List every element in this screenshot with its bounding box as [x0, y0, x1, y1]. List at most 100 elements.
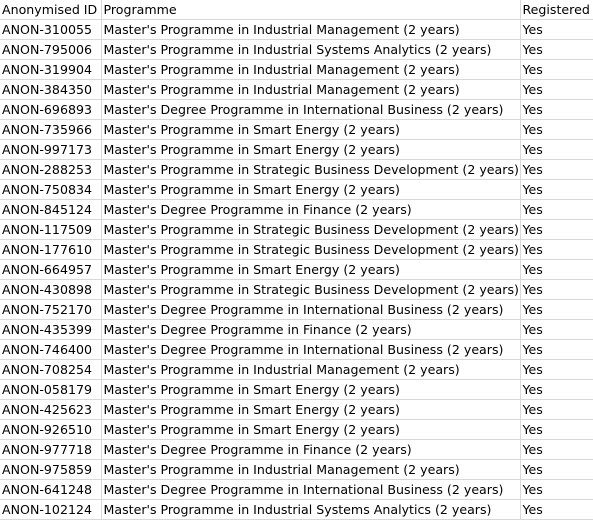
cell-id[interactable]: ANON-177610 [0, 239, 102, 260]
cell-programme[interactable]: Master's Programme in Industrial Managem… [101, 19, 521, 40]
cell-registered[interactable]: Yes [520, 379, 593, 400]
table-row: ANON-997173 Master's Programme in Smart E… [0, 139, 593, 160]
cell-registered[interactable]: Yes [520, 459, 593, 480]
cell-registered[interactable]: Yes [520, 159, 593, 180]
cell-registered[interactable]: Yes [520, 499, 593, 520]
cell-registered[interactable]: Yes [520, 439, 593, 460]
cell-id[interactable]: ANON-058179 [0, 379, 102, 400]
cell-id[interactable]: ANON-435399 [0, 319, 102, 340]
cell-programme[interactable]: Master's Programme in Strategic Business… [101, 219, 521, 240]
cell-programme[interactable]: Master's Programme in Smart Energy (2 ye… [101, 259, 521, 280]
table-row: ANON-425623 Master's Programme in Smart E… [0, 399, 593, 420]
table-row: ANON-735966 Master's Programme in Smart E… [0, 119, 593, 140]
cell-id[interactable]: ANON-641248 [0, 479, 102, 500]
cell-id[interactable]: ANON-746400 [0, 339, 102, 360]
table-row: ANON-117509 Master's Programme in Strateg… [0, 219, 593, 240]
cell-registered[interactable]: Yes [520, 339, 593, 360]
cell-id[interactable]: ANON-384350 [0, 79, 102, 100]
cell-programme[interactable]: Master's Programme in Industrial Managem… [101, 79, 521, 100]
cell-id[interactable]: ANON-708254 [0, 359, 102, 380]
table-row: ANON-977718 Master's Degree Programme in … [0, 439, 593, 460]
cell-id[interactable]: ANON-977718 [0, 439, 102, 460]
cell-programme[interactable]: Master's Degree Programme in Finance (2 … [101, 199, 521, 220]
cell-registered[interactable]: Yes [520, 39, 593, 60]
table-row: ANON-102124 Master's Programme in Industr… [0, 499, 593, 520]
cell-programme[interactable]: Master's Programme in Industrial Managem… [101, 459, 521, 480]
cell-registered[interactable]: Yes [520, 99, 593, 120]
table-row: ANON-708254 Master's Programme in Industr… [0, 359, 593, 380]
column-header-registered[interactable]: Registered [520, 0, 593, 20]
cell-id[interactable]: ANON-926510 [0, 419, 102, 440]
table-row: ANON-430898 Master's Programme in Strateg… [0, 279, 593, 300]
cell-registered[interactable]: Yes [520, 79, 593, 100]
cell-id[interactable]: ANON-310055 [0, 19, 102, 40]
cell-programme[interactable]: Master's Degree Programme in Internation… [101, 479, 521, 500]
table-row: ANON-058179 Master's Programme in Smart E… [0, 379, 593, 400]
cell-id[interactable]: ANON-288253 [0, 159, 102, 180]
cell-registered[interactable]: Yes [520, 399, 593, 420]
column-header-programme[interactable]: Programme [101, 0, 521, 20]
cell-id[interactable]: ANON-752170 [0, 299, 102, 320]
column-header-id[interactable]: Anonymised ID [0, 0, 102, 20]
table-row: ANON-319904 Master's Programme in Industr… [0, 59, 593, 80]
table-row: ANON-746400 Master's Degree Programme in … [0, 339, 593, 360]
cell-registered[interactable]: Yes [520, 319, 593, 340]
cell-id[interactable]: ANON-664957 [0, 259, 102, 280]
cell-id[interactable]: ANON-425623 [0, 399, 102, 420]
cell-registered[interactable]: Yes [520, 299, 593, 320]
cell-programme[interactable]: Master's Programme in Smart Energy (2 ye… [101, 179, 521, 200]
table-row: ANON-310055 Master's Programme in Industr… [0, 19, 593, 40]
cell-programme[interactable]: Master's Degree Programme in Finance (2 … [101, 439, 521, 460]
cell-programme[interactable]: Master's Programme in Industrial Systems… [101, 499, 521, 520]
cell-id[interactable]: ANON-319904 [0, 59, 102, 80]
table-row: ANON-664957 Master's Programme in Smart E… [0, 259, 593, 280]
table-row: ANON-845124 Master's Degree Programme in … [0, 199, 593, 220]
cell-registered[interactable]: Yes [520, 139, 593, 160]
cell-id[interactable]: ANON-795006 [0, 39, 102, 60]
cell-registered[interactable]: Yes [520, 119, 593, 140]
cell-registered[interactable]: Yes [520, 239, 593, 260]
table-row: ANON-435399 Master's Degree Programme in … [0, 319, 593, 340]
cell-id[interactable]: ANON-750834 [0, 179, 102, 200]
cell-programme[interactable]: Master's Programme in Strategic Business… [101, 239, 521, 260]
cell-registered[interactable]: Yes [520, 219, 593, 240]
cell-programme[interactable]: Master's Programme in Smart Energy (2 ye… [101, 139, 521, 160]
cell-id[interactable]: ANON-430898 [0, 279, 102, 300]
cell-programme[interactable]: Master's Programme in Smart Energy (2 ye… [101, 379, 521, 400]
table-row: ANON-975859 Master's Programme in Industr… [0, 459, 593, 480]
cell-id[interactable]: ANON-735966 [0, 119, 102, 140]
cell-id[interactable]: ANON-117509 [0, 219, 102, 240]
cell-registered[interactable]: Yes [520, 59, 593, 80]
cell-programme[interactable]: Master's Programme in Strategic Business… [101, 159, 521, 180]
cell-registered[interactable]: Yes [520, 199, 593, 220]
cell-programme[interactable]: Master's Degree Programme in Finance (2 … [101, 319, 521, 340]
cell-programme[interactable]: Master's Degree Programme in Internation… [101, 339, 521, 360]
cell-programme[interactable]: Master's Programme in Smart Energy (2 ye… [101, 119, 521, 140]
cell-programme[interactable]: Master's Programme in Smart Energy (2 ye… [101, 399, 521, 420]
cell-registered[interactable]: Yes [520, 179, 593, 200]
cell-programme[interactable]: Master's Degree Programme in Internation… [101, 299, 521, 320]
table-row: ANON-750834 Master's Programme in Smart E… [0, 179, 593, 200]
table-body: ANON-310055 Master's Programme in Industr… [0, 19, 593, 520]
cell-programme[interactable]: Master's Programme in Industrial Systems… [101, 39, 521, 60]
cell-programme[interactable]: Master's Programme in Industrial Managem… [101, 59, 521, 80]
cell-programme[interactable]: Master's Degree Programme in Internation… [101, 99, 521, 120]
cell-programme[interactable]: Master's Programme in Industrial Managem… [101, 359, 521, 380]
cell-id[interactable]: ANON-997173 [0, 139, 102, 160]
cell-programme[interactable]: Master's Programme in Strategic Business… [101, 279, 521, 300]
cell-registered[interactable]: Yes [520, 19, 593, 40]
cell-registered[interactable]: Yes [520, 359, 593, 380]
cell-registered[interactable]: Yes [520, 479, 593, 500]
table-row: ANON-795006 Master's Programme in Industr… [0, 39, 593, 60]
cell-id[interactable]: ANON-102124 [0, 499, 102, 520]
cell-id[interactable]: ANON-845124 [0, 199, 102, 220]
cell-registered[interactable]: Yes [520, 419, 593, 440]
cell-id[interactable]: ANON-696893 [0, 99, 102, 120]
cell-registered[interactable]: Yes [520, 279, 593, 300]
cell-id[interactable]: ANON-975859 [0, 459, 102, 480]
table-row: ANON-288253 Master's Programme in Strateg… [0, 159, 593, 180]
table-row: ANON-926510 Master's Programme in Smart E… [0, 419, 593, 440]
cell-registered[interactable]: Yes [520, 259, 593, 280]
table-row: ANON-752170 Master's Degree Programme in … [0, 299, 593, 320]
cell-programme[interactable]: Master's Programme in Smart Energy (2 ye… [101, 419, 521, 440]
